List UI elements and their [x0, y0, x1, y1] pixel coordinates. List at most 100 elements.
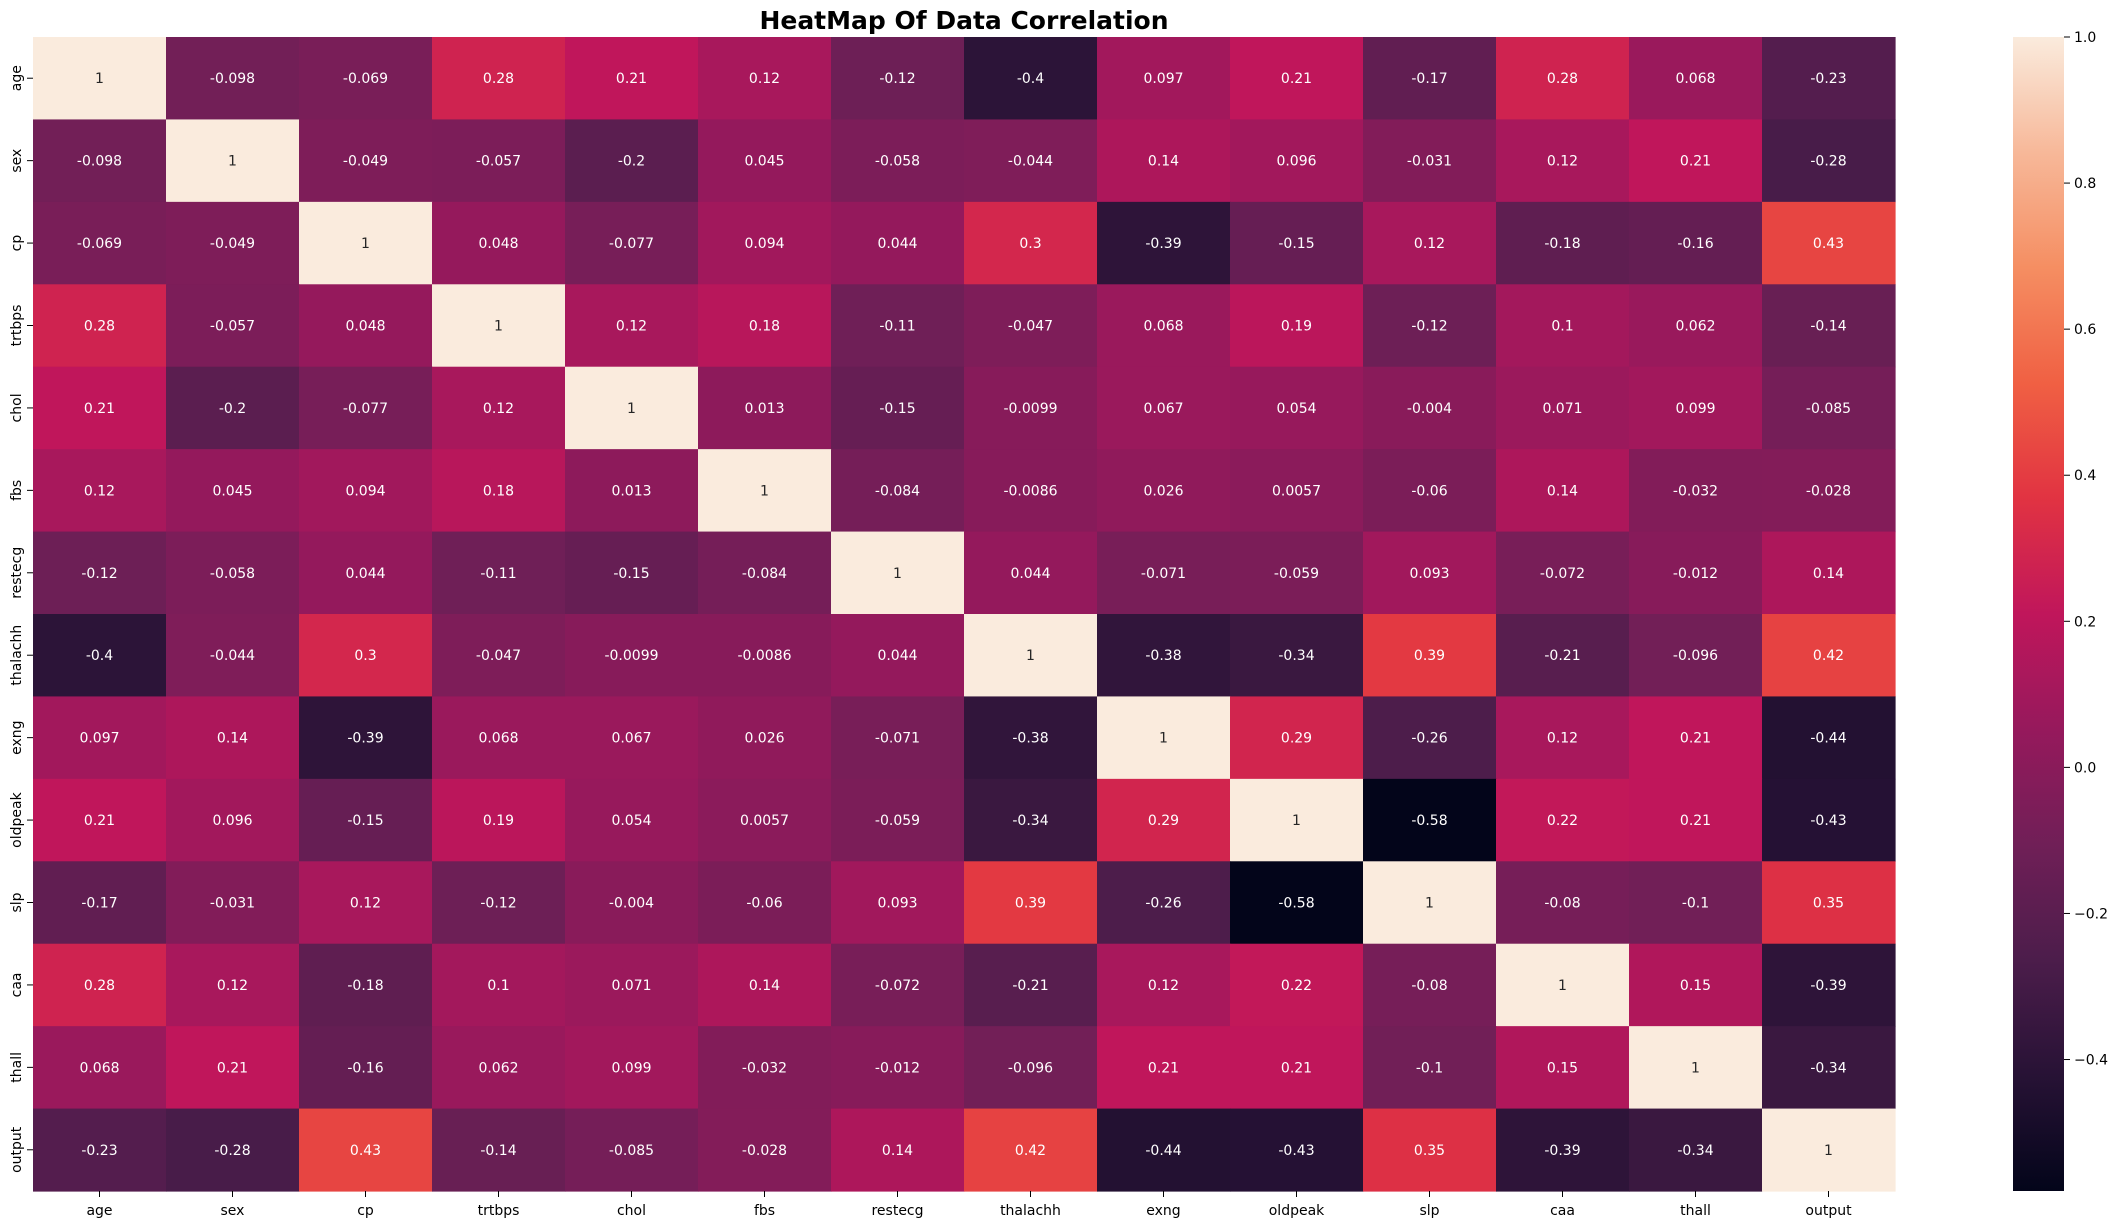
cell-value-label: 0.12 [1148, 978, 1179, 994]
y-tick-label: trtbps [9, 305, 25, 347]
cell-value-label: -0.12 [480, 896, 516, 912]
heatmap-cell [1762, 861, 1896, 945]
heatmap-cell [432, 1026, 566, 1110]
cell-value-label: -0.15 [613, 566, 649, 582]
cell-value-label: -0.38 [1145, 648, 1181, 664]
heatmap-cell [1629, 778, 1763, 862]
cell-value-label: -0.21 [1012, 978, 1048, 994]
heatmap-cell [1496, 531, 1630, 615]
cell-value-label: 0.094 [345, 483, 385, 499]
cell-value-label: -0.012 [875, 1060, 920, 1076]
heatmap-cell [1762, 201, 1896, 285]
cell-value-label: -0.032 [1673, 483, 1718, 499]
heatmap-cell [964, 861, 1098, 945]
heatmap-cell [698, 201, 832, 285]
cell-value-label: 1 [1824, 1143, 1833, 1159]
heatmap-cell [299, 943, 433, 1027]
cell-value-label: -0.084 [875, 483, 920, 499]
cell-value-label: 0.39 [1414, 648, 1445, 664]
cell-value-label: -0.06 [746, 896, 782, 912]
heatmap-cell [33, 449, 167, 533]
cell-value-label: -0.11 [879, 319, 915, 335]
cell-value-label: -0.44 [1145, 1143, 1181, 1159]
cell-value-label: 0.21 [1680, 731, 1711, 747]
cell-value-label: 0.099 [1675, 401, 1715, 417]
x-tick-label: exng [1146, 1203, 1180, 1219]
cell-value-label: -0.058 [875, 154, 920, 170]
heatmap-cell [698, 696, 832, 780]
heatmap-cell [1230, 449, 1364, 533]
cell-value-label: 0.14 [1148, 154, 1179, 170]
heatmap-cell [1097, 861, 1231, 945]
cell-value-label: -0.032 [742, 1060, 787, 1076]
heatmap-cell [299, 284, 433, 368]
heatmap-cell [831, 449, 965, 533]
heatmap-cell [565, 37, 699, 121]
heatmap-cell [432, 201, 566, 285]
heatmap-cell [565, 366, 699, 450]
cell-value-label: -0.12 [879, 71, 915, 87]
heatmap-cell [698, 531, 832, 615]
cell-value-label: 0.42 [1813, 648, 1844, 664]
heatmap-cell [1097, 284, 1231, 368]
heatmap-cell [831, 119, 965, 203]
heatmap-cell [1097, 1026, 1231, 1110]
cell-value-label: -0.17 [81, 896, 117, 912]
cell-value-label: 1 [627, 401, 636, 417]
y-tick-label: sex [9, 149, 25, 173]
cell-value-label: -0.1 [1416, 1060, 1443, 1076]
cell-value-label: -0.096 [1673, 648, 1718, 664]
x-tick-label: sex [221, 1203, 245, 1219]
heatmap-cell [299, 1108, 433, 1192]
heatmap-cell [565, 778, 699, 862]
cell-value-label: 0.19 [1281, 319, 1312, 335]
chart-title: HeatMap Of Data Correlation [759, 6, 1168, 35]
cell-value-label: 0.044 [1010, 566, 1050, 582]
heatmap-cells [33, 37, 1896, 1192]
heatmap-cell [33, 1026, 167, 1110]
heatmap-cell [831, 614, 965, 698]
cell-value-label: 0.21 [616, 71, 647, 87]
heatmap-cell [964, 284, 1098, 368]
cell-value-label: 0.048 [345, 319, 385, 335]
cell-value-label: -0.077 [343, 401, 388, 417]
heatmap-cell [299, 1026, 433, 1110]
heatmap-cell [831, 1026, 965, 1110]
cell-value-label: -0.08 [1411, 978, 1447, 994]
heatmap-cell [432, 531, 566, 615]
y-tick-label: oldpeak [9, 791, 25, 847]
cell-value-label: 0.12 [616, 319, 647, 335]
cell-value-label: -0.58 [1411, 813, 1447, 829]
cell-value-label: 0.14 [749, 978, 780, 994]
heatmap-cell [698, 366, 832, 450]
heatmap-cell [432, 943, 566, 1027]
heatmap-cell [1097, 778, 1231, 862]
heatmap-cell [33, 943, 167, 1027]
cell-value-label: 0.093 [1409, 566, 1449, 582]
heatmap-cell [1230, 696, 1364, 780]
heatmap-cell [166, 284, 300, 368]
heatmap-cell [299, 778, 433, 862]
y-tick-label: restecg [9, 547, 25, 599]
cell-value-label: 0.15 [1680, 978, 1711, 994]
heatmap-cell [964, 1108, 1098, 1192]
heatmap-cell [1762, 696, 1896, 780]
heatmap-cell [964, 201, 1098, 285]
y-axis: age sex cp trtbps chol fbs restecg thalachh exng… [9, 65, 33, 1173]
cell-value-label: -0.15 [1278, 236, 1314, 252]
heatmap-cell [698, 614, 832, 698]
heatmap-cell [1097, 119, 1231, 203]
cell-value-label: 0.12 [84, 483, 115, 499]
heatmap-cell [565, 284, 699, 368]
heatmap-cell [698, 284, 832, 368]
heatmap-cell [831, 531, 965, 615]
cell-value-label: 1 [1026, 648, 1035, 664]
cell-value-label: 0.068 [79, 1060, 119, 1076]
heatmap-cell [1629, 366, 1763, 450]
x-tick-label: thalachh [1000, 1203, 1061, 1219]
heatmap-cell [964, 696, 1098, 780]
y-tick-label: exng [9, 720, 25, 754]
heatmap-cell [1230, 614, 1364, 698]
cell-value-label: 1 [1425, 896, 1434, 912]
heatmap-cell [1496, 366, 1630, 450]
